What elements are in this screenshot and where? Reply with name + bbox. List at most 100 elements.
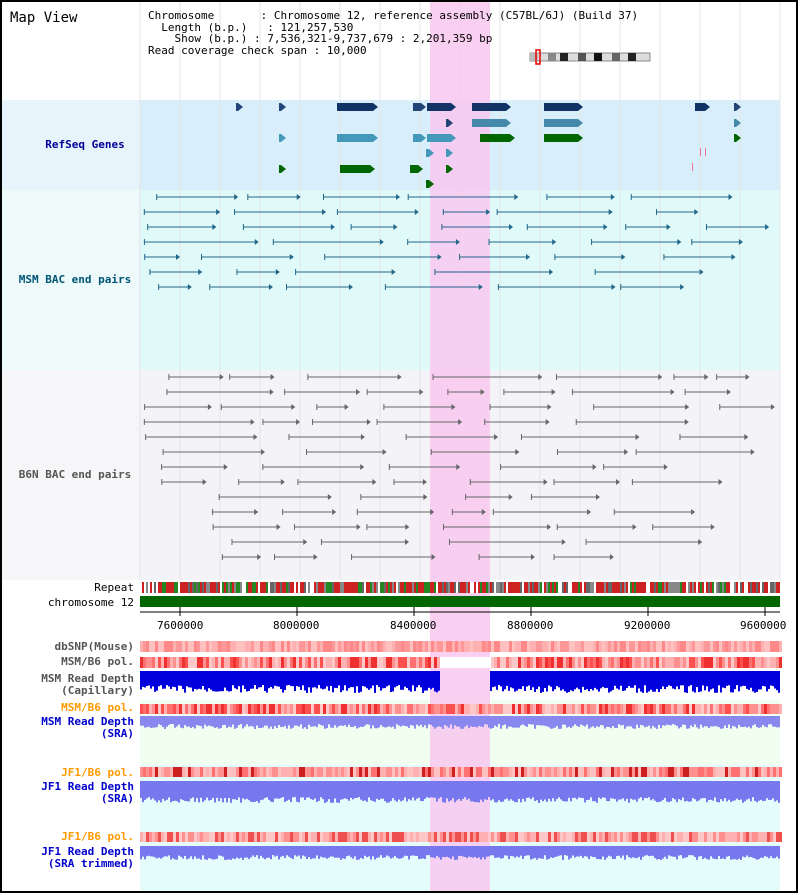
jf1-trim-depth-bar — [210, 846, 212, 859]
msm-sra-pol-cell — [503, 704, 506, 714]
msm-depth-sra-label[interactable]: MSM Read Depth (SRA) — [20, 716, 134, 740]
msm-pol-sra-track-label[interactable]: MSM/B6 pol. — [61, 701, 134, 714]
gene-arrow — [736, 134, 741, 142]
repeat-element — [580, 582, 582, 593]
b6n-bac-pair-end — [280, 479, 285, 485]
jf1-pol-cell — [449, 767, 452, 777]
msm-depth-cap-bar — [278, 671, 280, 687]
msm-sra-pol-cell — [629, 704, 632, 714]
jf1-pol-cell — [281, 767, 284, 777]
jf1-pol-cell — [215, 767, 218, 777]
jf1-pol-cell — [626, 767, 629, 777]
jf1-trim-depth-bar — [730, 846, 732, 860]
jf1-depth-bar — [318, 781, 320, 801]
ideogram-band — [530, 53, 538, 61]
msm-bac-track-label[interactable]: MSM BAC end pairs — [18, 273, 132, 286]
msm-depth-capillary-label[interactable]: MSM Read Depth (Capillary) — [20, 673, 134, 697]
jf1-trim-pol-cell — [647, 832, 650, 842]
repeat-element — [562, 582, 564, 593]
repeat-element — [574, 582, 576, 593]
msm-depth-sra-bar — [738, 716, 740, 725]
repeat-element — [308, 582, 310, 593]
dbsnp-cell — [320, 641, 323, 652]
repeat-element — [646, 582, 648, 593]
msm-depth-cap-bar — [174, 671, 176, 688]
msm-depth-cap-bar — [334, 671, 336, 688]
jf1-pol-track-label[interactable]: JF1/B6 pol. — [61, 766, 134, 779]
axis-tick-label: 7600000 — [157, 619, 204, 632]
msm-depth-cap-bar — [306, 671, 308, 693]
msm-sra-pol-cell — [281, 704, 284, 714]
jf1-pol-cell — [506, 767, 509, 777]
jf1-depth-trimmed-label[interactable]: JF1 Read Depth (SRA trimmed) — [20, 846, 134, 870]
msm-depth-cap-bar — [616, 671, 618, 689]
msm-pol-cell — [551, 657, 554, 668]
jf1-depth-bar — [572, 781, 574, 798]
msm-depth-cap-bar — [676, 671, 678, 687]
msm-depth-cap-bar — [168, 671, 170, 687]
jf1-depth-bar — [618, 781, 620, 800]
dbsnp-cell — [437, 641, 440, 652]
msm-depth-cap-bar — [622, 671, 624, 691]
repeat-element — [222, 582, 224, 593]
jf1-trim-pol-cell — [644, 832, 647, 842]
msm-depth-sra-bar — [690, 716, 692, 726]
jf1-depth-bar — [340, 781, 342, 800]
msm-sra-pol-cell — [620, 704, 623, 714]
msm-pol-cell — [476, 657, 479, 668]
jf1-pol-cell — [254, 767, 257, 777]
msm-depth-sra-bar — [694, 716, 696, 725]
msm-pol-cell — [506, 657, 509, 668]
jf1-trim-depth-bar — [426, 846, 428, 856]
msm-depth-sra-bar — [360, 716, 362, 727]
jf1-pol-cell — [668, 767, 671, 777]
dbsnp-track-label[interactable]: dbSNP(Mouse) — [54, 640, 134, 653]
msm-depth-cap-line2: (Capillary) — [61, 684, 134, 697]
jf1-pol-cell — [518, 767, 521, 777]
repeat-element — [478, 582, 480, 593]
repeat-element — [474, 582, 476, 593]
msm-pol-cell — [530, 657, 533, 668]
jf1-depth-bar — [288, 781, 290, 800]
msm-depth-sra-bar — [594, 716, 596, 728]
b6n-bac-pair-end — [423, 494, 428, 500]
repeat-element — [172, 582, 174, 593]
msm-pol-cell — [161, 657, 164, 668]
jf1-trim-pol-cell — [347, 832, 350, 842]
msm-sra-pol-cell — [284, 704, 287, 714]
jf1-trim-depth-bar — [322, 846, 324, 858]
jf1-pol-cell — [755, 767, 758, 777]
repeat-element — [374, 582, 376, 593]
jf1-pol-cell — [272, 767, 275, 777]
axis-tick-label: 8400000 — [390, 619, 437, 632]
jf1-trim-pol-cell — [614, 832, 617, 842]
jf1-depth-bar — [768, 781, 770, 800]
jf1-depth-bar — [278, 781, 280, 799]
jf1-depth-bar — [202, 781, 204, 802]
msm-pol-track-label[interactable]: MSM/B6 pol. — [61, 655, 134, 668]
msm-depth-sra-bar — [758, 716, 760, 728]
msm-depth-sra-bar — [184, 716, 186, 726]
msm-depth-sra-bar — [318, 716, 320, 725]
repeat-element — [174, 582, 176, 593]
jf1-pol-cell — [326, 767, 329, 777]
repeat-element — [544, 582, 546, 593]
jf1-pol-cell — [296, 767, 299, 777]
msm-bac-pair-end — [526, 254, 531, 260]
jf1-depth-sra-label[interactable]: JF1 Read Depth (SRA) — [20, 781, 134, 805]
jf1-pol-trimmed-track-label[interactable]: JF1/B6 pol. — [61, 830, 134, 843]
dbsnp-cell — [308, 641, 311, 652]
jf1-depth-bar — [538, 781, 540, 803]
b6n-bac-track-label[interactable]: B6N BAC end pairs — [18, 468, 132, 481]
msm-bac-pair-end — [348, 284, 353, 290]
jf1-depth-bar — [528, 781, 530, 798]
jf1-trim-pol-cell — [569, 832, 572, 842]
jf1-pol-cell — [356, 767, 359, 777]
refseq-track-label[interactable]: RefSeq Genes — [45, 138, 125, 151]
jf1-trim-pol-cell — [656, 832, 659, 842]
jf1-trim-depth-bar — [626, 846, 628, 856]
jf1-trim-depth-bar — [652, 846, 654, 856]
repeat-element — [548, 582, 550, 593]
msm-pol-cell — [260, 657, 263, 668]
